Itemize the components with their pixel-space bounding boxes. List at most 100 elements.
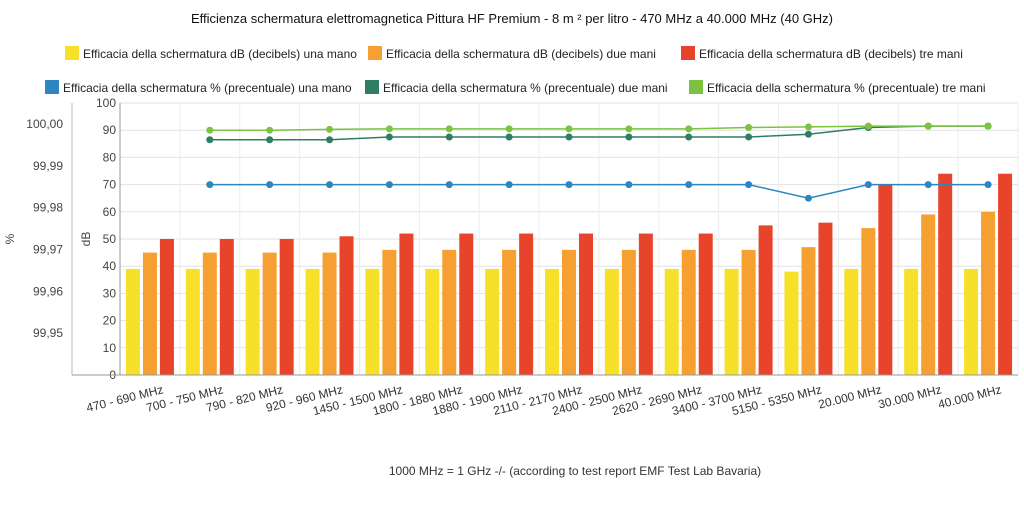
bar[interactable] [245, 268, 260, 375]
line-point[interactable] [505, 181, 513, 189]
bar[interactable] [262, 252, 277, 375]
legend-label[interactable]: Efficacia della schermatura % (precentua… [63, 81, 352, 95]
line-point[interactable] [804, 130, 812, 138]
line-point[interactable] [266, 126, 274, 134]
bar[interactable] [279, 239, 294, 375]
line-point[interactable] [385, 125, 393, 133]
line-point[interactable] [385, 181, 393, 189]
line-point[interactable] [206, 126, 214, 134]
line-point[interactable] [924, 122, 932, 130]
line-point[interactable] [445, 181, 453, 189]
legend-label[interactable]: Efficacia della schermatura dB (decibels… [386, 47, 656, 61]
y-tick-db: 60 [103, 205, 117, 219]
line-point[interactable] [685, 181, 693, 189]
bar[interactable] [562, 249, 576, 375]
line-point[interactable] [565, 125, 573, 133]
bar[interactable] [638, 233, 653, 375]
legend-label[interactable]: Efficacia della schermatura dB (decibels… [699, 47, 963, 61]
bar[interactable] [904, 268, 919, 375]
bar[interactable] [365, 268, 380, 375]
bar[interactable] [159, 239, 174, 375]
legend-swatch[interactable] [65, 46, 79, 60]
line-point[interactable] [864, 122, 872, 130]
line-point[interactable] [625, 125, 633, 133]
legend-label[interactable]: Efficacia della schermatura % (precentua… [383, 81, 668, 95]
bar[interactable] [125, 268, 140, 375]
bar[interactable] [142, 252, 157, 375]
bar[interactable] [801, 247, 816, 375]
y-tick-percent: 99,99 [33, 159, 63, 173]
line-point[interactable] [685, 133, 693, 141]
bar[interactable] [202, 252, 217, 375]
bar[interactable] [322, 252, 337, 375]
bar[interactable] [382, 249, 397, 375]
line-point[interactable] [445, 125, 453, 133]
bar[interactable] [519, 233, 534, 375]
line-point[interactable] [266, 136, 274, 144]
line-point[interactable] [565, 133, 573, 141]
bar[interactable] [459, 233, 474, 375]
line-point[interactable] [326, 136, 334, 144]
line-point[interactable] [326, 125, 334, 133]
bar[interactable] [741, 249, 756, 375]
bar[interactable] [442, 249, 457, 375]
bar[interactable] [724, 268, 739, 375]
bar[interactable] [938, 173, 953, 375]
bar[interactable] [964, 268, 979, 375]
bar[interactable] [485, 268, 500, 375]
line-point[interactable] [505, 133, 513, 141]
bar[interactable] [305, 268, 320, 375]
bar[interactable] [545, 268, 559, 375]
bar[interactable] [818, 222, 833, 375]
line-point[interactable] [984, 181, 992, 189]
bar[interactable] [844, 268, 859, 375]
line-point[interactable] [804, 123, 812, 131]
bar[interactable] [621, 249, 636, 375]
bar[interactable] [399, 233, 414, 375]
legend-label[interactable]: Efficacia della schermatura dB (decibels… [83, 47, 357, 61]
bar[interactable] [981, 211, 996, 375]
line-point[interactable] [804, 194, 812, 202]
bar[interactable] [339, 236, 354, 375]
series-line [209, 125, 989, 131]
bar[interactable] [681, 249, 696, 375]
line-point[interactable] [745, 181, 753, 189]
bar[interactable] [604, 268, 619, 375]
bar[interactable] [784, 271, 799, 375]
bar[interactable] [921, 214, 936, 375]
line-point[interactable] [745, 133, 753, 141]
line-point[interactable] [505, 125, 513, 133]
bar[interactable] [502, 249, 517, 375]
line-point[interactable] [984, 122, 992, 130]
bar[interactable] [425, 268, 440, 375]
line-point[interactable] [326, 181, 334, 189]
line-point[interactable] [745, 123, 753, 131]
legend-swatch[interactable] [368, 46, 382, 60]
bar[interactable] [758, 225, 773, 375]
legend-swatch[interactable] [365, 80, 379, 94]
bar[interactable] [878, 184, 893, 375]
line-point[interactable] [625, 133, 633, 141]
line-point[interactable] [685, 125, 693, 133]
x-tick-label: 40.000 MHz [937, 382, 1003, 411]
line-point[interactable] [206, 136, 214, 144]
line-point[interactable] [206, 181, 214, 189]
bar[interactable] [861, 228, 876, 375]
line-point[interactable] [625, 181, 633, 189]
legend-swatch[interactable] [689, 80, 703, 94]
legend-swatch[interactable] [45, 80, 59, 94]
bar[interactable] [579, 233, 593, 375]
line-point[interactable] [924, 181, 932, 189]
line-point[interactable] [266, 181, 274, 189]
line-point[interactable] [445, 133, 453, 141]
bar[interactable] [698, 233, 713, 375]
bar[interactable] [219, 239, 234, 375]
line-point[interactable] [565, 181, 573, 189]
bar[interactable] [998, 173, 1013, 375]
bar[interactable] [185, 268, 200, 375]
line-point[interactable] [385, 133, 393, 141]
bar[interactable] [664, 268, 679, 375]
line-point[interactable] [864, 181, 872, 189]
legend-label[interactable]: Efficacia della schermatura % (precentua… [707, 81, 986, 95]
legend-swatch[interactable] [681, 46, 695, 60]
